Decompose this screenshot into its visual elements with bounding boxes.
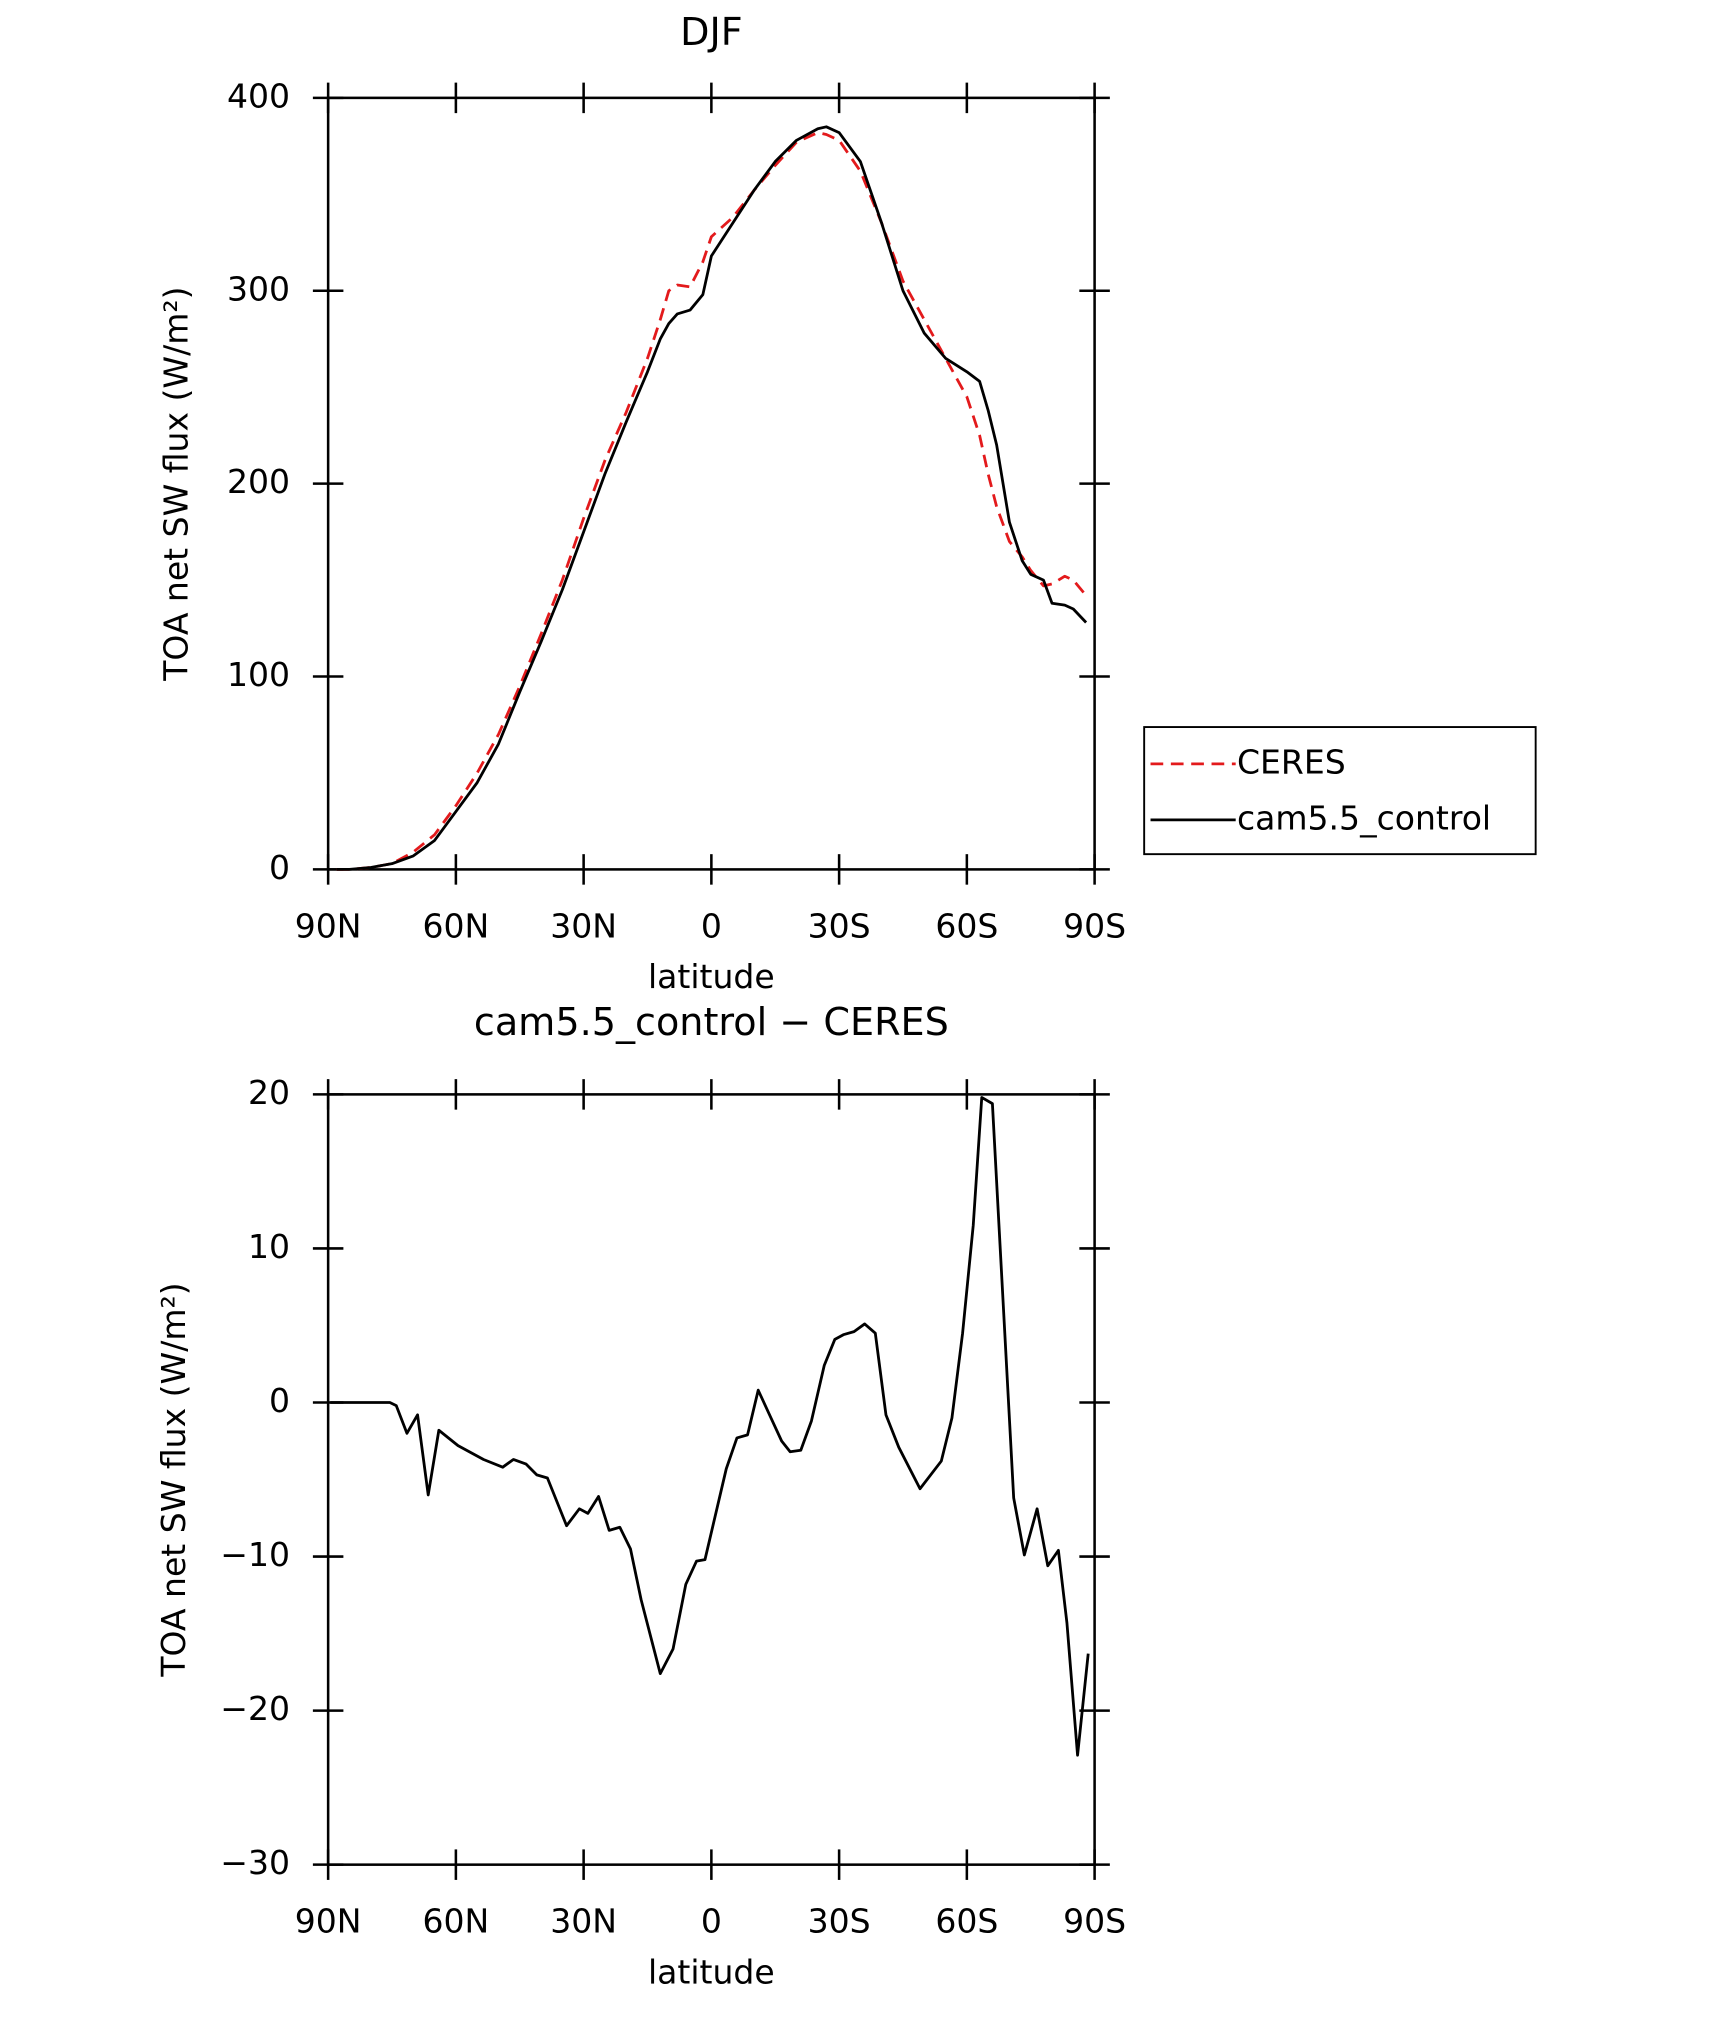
y-axis-label: TOA net SW flux (W/m²) [154,1282,193,1677]
x-tick-label: 30N [550,906,617,945]
x-tick-label: 90N [295,906,362,945]
x-tick-label: 30S [808,1902,871,1941]
chart-title: DJF [680,10,743,54]
y-tick-label: 100 [227,655,290,694]
series-line [336,125,1088,871]
x-tick-label: 60N [423,906,490,945]
y-axis-label: TOA net SW flux (W/m²) [157,286,196,681]
x-axis-label: latitude [648,957,775,996]
x-tick-label: 0 [701,906,722,945]
series-line [336,131,1088,871]
x-tick-label: 60S [935,1902,998,1941]
legend-box [1143,726,1537,856]
x-tick-label: 30N [550,1902,617,1941]
x-tick-label: 60N [423,1902,490,1941]
x-tick-label: 0 [701,1902,722,1941]
x-tick-label: 60S [935,906,998,945]
y-tick-label: 200 [227,462,290,501]
y-tick-label: −20 [220,1689,290,1728]
legend-label: CERES [1237,742,1346,781]
x-tick-label: 30S [808,906,871,945]
y-tick-label: 20 [248,1073,290,1112]
legend-label: cam5.5_control [1237,798,1491,837]
x-tick-label: 90S [1063,1902,1126,1941]
y-tick-label: 400 [227,76,290,115]
x-tick-label: 90S [1063,906,1126,945]
y-tick-label: 0 [269,1381,290,1420]
y-tick-label: 300 [227,269,290,308]
x-axis-label: latitude [648,1952,775,1991]
y-tick-label: −30 [220,1843,290,1882]
plot-frame [326,1093,1096,1866]
x-tick-label: 90N [295,1902,362,1941]
series-line [330,1096,1090,1757]
y-tick-label: −10 [220,1535,290,1574]
y-tick-label: 0 [269,848,290,887]
plot-frame [326,96,1096,871]
chart-title: cam5.5_control − CERES [474,1000,949,1044]
y-tick-label: 10 [248,1227,290,1266]
